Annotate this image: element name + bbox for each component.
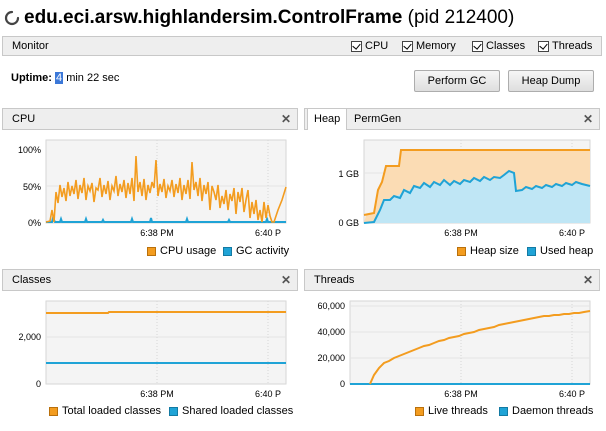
threads-y-tick: 40,000 — [317, 327, 345, 337]
heap-panel-header: Heap PermGen ✕ — [304, 108, 600, 130]
used-heap-line — [363, 169, 591, 224]
checkbox-check-icon[interactable] — [351, 40, 362, 52]
orange-swatch-icon — [147, 246, 156, 256]
orange-swatch-icon — [457, 246, 466, 256]
classes-chart: 2,000 0 6:38 PM 6:40 P — [18, 300, 287, 399]
orange-swatch-icon — [415, 406, 424, 416]
legend-label: Live threads — [428, 405, 488, 417]
legend-label: Heap size — [470, 245, 519, 257]
tab-permgen[interactable]: PermGen — [354, 113, 402, 125]
blue-swatch-icon — [169, 406, 178, 416]
window-title: edu.eci.arsw.highlandersim.ControlFrame … — [24, 7, 514, 29]
threads-x-tick: 6:40 P — [559, 389, 585, 399]
threads-checkbox[interactable]: Threads — [538, 40, 592, 52]
classes-y-tick: 2,000 — [18, 332, 41, 342]
daemon-threads-legend: Daemon threads — [499, 405, 593, 417]
live-threads-line — [369, 310, 591, 385]
classes-plot-area — [45, 300, 287, 385]
threads-panel-title: Threads — [314, 274, 355, 286]
threads-chart: 60,000 40,000 20,000 0 6:38 PM 6:40 P — [317, 300, 591, 399]
uptime-minutes[interactable]: 4 — [55, 72, 64, 84]
heap-dump-button[interactable]: Heap Dump — [508, 70, 594, 92]
cpu-usage-line — [45, 155, 287, 223]
classes-checkbox-label: Classes — [486, 40, 526, 52]
threads-plot-area — [349, 300, 591, 385]
threads-y-tick: 0 — [340, 379, 345, 389]
close-icon[interactable]: ✕ — [582, 273, 593, 287]
cpu-chart: 100% 50% 0% 6:38 PM 6:40 P — [18, 139, 287, 238]
heap-y-tick: 0 GB — [338, 218, 359, 228]
cpu-y-tick: 100% — [18, 145, 41, 155]
cpu-panel-title: CPU — [12, 113, 36, 125]
loading-spinner-icon — [4, 10, 20, 26]
heap-size-legend: Heap size — [457, 245, 519, 257]
gc-activity-legend: GC activity — [223, 245, 289, 257]
blue-swatch-icon — [223, 246, 232, 256]
heap-x-tick: 6:40 P — [559, 228, 585, 238]
checkbox-check-icon[interactable] — [402, 40, 413, 52]
orange-swatch-icon — [49, 406, 58, 416]
blue-swatch-icon — [499, 406, 508, 416]
heap-plot-area — [363, 139, 591, 224]
heap-size-line — [363, 149, 590, 216]
checkbox-check-icon[interactable] — [538, 40, 549, 52]
cpu-usage-legend: CPU usage — [147, 245, 216, 257]
close-icon[interactable]: ✕ — [582, 112, 593, 126]
used-heap-legend: Used heap — [527, 245, 593, 257]
tab-heap[interactable]: Heap — [307, 109, 348, 130]
memory-checkbox[interactable]: Memory — [402, 40, 456, 52]
gc-activity-line — [46, 215, 286, 223]
total-loaded-classes-line — [46, 311, 286, 314]
cpu-x-tick: 6:40 P — [255, 228, 281, 238]
uptime-readout: Uptime: 4 min 22 sec — [11, 72, 119, 84]
cpu-x-tick: 6:38 PM — [140, 228, 174, 238]
threads-y-tick: 60,000 — [317, 301, 345, 311]
threads-x-tick: 6:38 PM — [444, 389, 478, 399]
legend-label: CPU usage — [160, 245, 217, 257]
legend-label: Shared loaded classes — [182, 405, 294, 417]
pid-text: (pid 212400) — [407, 7, 515, 28]
cpu-y-tick: 50% — [23, 182, 41, 192]
heap-x-tick: 6:38 PM — [444, 228, 478, 238]
monitor-toolbar: Monitor CPU Memory Classes Threads — [2, 36, 602, 56]
checkbox-check-icon[interactable] — [472, 40, 483, 52]
monitor-label: Monitor — [12, 40, 49, 52]
heap-y-tick: 1 GB — [338, 169, 359, 179]
memory-checkbox-label: Memory — [416, 40, 456, 52]
cpu-panel-header: CPU ✕ — [2, 108, 298, 130]
used-heap-area — [364, 172, 590, 223]
threads-checkbox-label: Threads — [552, 40, 593, 52]
cpu-checkbox-label: CPU — [365, 40, 389, 52]
classes-panel-header: Classes ✕ — [2, 269, 298, 291]
classes-y-tick: 0 — [36, 379, 41, 389]
close-icon[interactable]: ✕ — [280, 112, 291, 126]
cpu-y-tick: 0% — [28, 218, 41, 228]
uptime-rest: min 22 sec — [63, 72, 120, 84]
threads-panel-header: Threads ✕ — [304, 269, 600, 291]
legend-label: Total loaded classes — [62, 405, 162, 417]
perform-gc-button[interactable]: Perform GC — [414, 70, 500, 92]
classes-panel-title: Classes — [12, 274, 52, 286]
shared-loaded-classes-legend: Shared loaded classes — [169, 405, 293, 417]
cpu-checkbox[interactable]: CPU — [351, 40, 388, 52]
close-icon[interactable]: ✕ — [280, 273, 291, 287]
total-loaded-classes-legend: Total loaded classes — [49, 405, 161, 417]
threads-y-tick: 20,000 — [317, 353, 345, 363]
legend-label: Used heap — [540, 245, 594, 257]
legend-label: Daemon threads — [512, 405, 594, 417]
blue-swatch-icon — [527, 246, 536, 256]
window-title-bar: edu.eci.arsw.highlandersim.ControlFrame … — [0, 0, 606, 36]
app-name: edu.eci.arsw.highlandersim.ControlFrame — [24, 7, 403, 28]
cpu-plot-area — [45, 139, 287, 224]
live-threads-legend: Live threads — [415, 405, 488, 417]
legend-label: GC activity — [236, 245, 290, 257]
uptime-label: Uptime: — [11, 72, 52, 84]
classes-checkbox[interactable]: Classes — [472, 40, 525, 52]
heap-chart: 1 GB 0 GB 6:38 PM 6:40 P — [338, 139, 591, 238]
classes-x-tick: 6:38 PM — [140, 389, 174, 399]
classes-x-tick: 6:40 P — [255, 389, 281, 399]
